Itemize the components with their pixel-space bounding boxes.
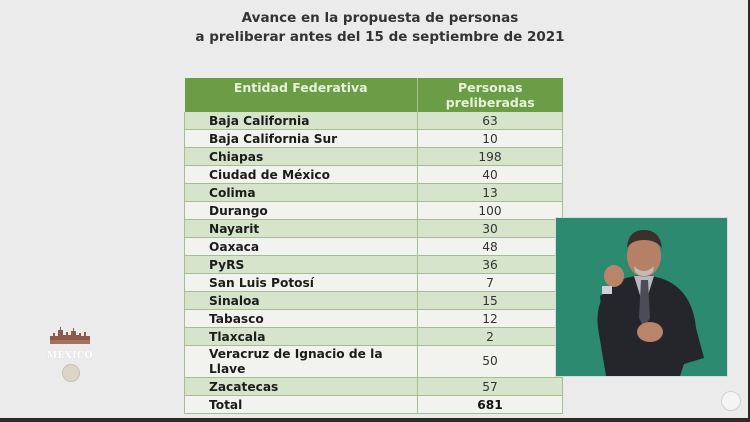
cell-entity: Tabasco <box>184 309 418 328</box>
total-count: 681 <box>417 395 563 414</box>
slide-title-line2: a preliberar antes del 15 de septiembre … <box>195 29 565 45</box>
table-row: Zacatecas 57 <box>184 377 563 396</box>
table-row: PyRS 36 <box>184 255 563 274</box>
broadcast-badge-icon <box>721 391 741 411</box>
cell-entity: Ciudad de México <box>184 165 418 184</box>
total-label: Total <box>184 395 418 414</box>
table-row: Baja California Sur 10 <box>184 129 563 148</box>
cell-entity: Chiapas <box>184 147 418 166</box>
table-row: Baja California 63 <box>184 112 563 130</box>
cell-entity: Oaxaca <box>184 237 418 256</box>
screen-border-right <box>748 0 750 422</box>
cell-entity-line1: Veracruz de Ignacio de la <box>209 346 383 361</box>
table-row: Tlaxcala 2 <box>184 327 563 346</box>
cell-entity: Baja California <box>184 112 418 130</box>
table-row: Sinaloa 15 <box>184 291 563 310</box>
table-row: Chiapas 198 <box>184 147 563 166</box>
table-row: Colima 13 <box>184 183 563 202</box>
screen-border-bottom <box>0 418 750 422</box>
table-row: Veracruz de Ignacio de la Llave 50 <box>184 345 563 378</box>
table-row: Nayarit 30 <box>184 219 563 238</box>
header-count-line2: preliberadas <box>445 95 535 110</box>
cell-entity: Zacatecas <box>184 377 418 396</box>
cell-count: 36 <box>417 255 563 274</box>
preliberation-table: Entidad Federativa Personas preliberadas… <box>184 78 563 414</box>
table-row: Durango 100 <box>184 201 563 220</box>
cell-entity: Veracruz de Ignacio de la Llave <box>184 345 418 378</box>
table-row: Tabasco 12 <box>184 309 563 328</box>
header-count: Personas preliberadas <box>417 78 563 112</box>
logo-text: MÉXICO <box>46 351 94 361</box>
table-header-row: Entidad Federativa Personas preliberadas <box>184 78 563 112</box>
cell-entity: Tlaxcala <box>184 327 418 346</box>
cell-entity: Baja California Sur <box>184 129 418 148</box>
cell-count: 50 <box>417 345 563 378</box>
cell-entity: Sinaloa <box>184 291 418 310</box>
cell-count: 40 <box>417 165 563 184</box>
cell-entity: San Luis Potosí <box>184 273 418 292</box>
cell-count: 57 <box>417 377 563 396</box>
slide-title: Avance en la propuesta de personas a pre… <box>180 9 580 47</box>
cell-count: 13 <box>417 183 563 202</box>
table-total-row: Total 681 <box>184 395 563 414</box>
national-seal-icon <box>62 364 80 382</box>
cell-entity: Durango <box>184 201 418 220</box>
cell-count: 12 <box>417 309 563 328</box>
gobierno-de-mexico-logo: MÉXICO <box>44 322 96 384</box>
cell-count: 48 <box>417 237 563 256</box>
table-row: Ciudad de México 40 <box>184 165 563 184</box>
cell-count: 63 <box>417 112 563 130</box>
cell-count: 7 <box>417 273 563 292</box>
table-row: San Luis Potosí 7 <box>184 273 563 292</box>
slide-title-line1: Avance en la propuesta de personas <box>241 10 519 26</box>
cell-entity: PyRS <box>184 255 418 274</box>
cell-count: 2 <box>417 327 563 346</box>
header-entity: Entidad Federativa <box>184 78 418 112</box>
cell-count: 100 <box>417 201 563 220</box>
cell-entity: Colima <box>184 183 418 202</box>
skyline-icon <box>50 327 90 344</box>
cell-count: 15 <box>417 291 563 310</box>
cell-entity: Nayarit <box>184 219 418 238</box>
header-count-line1: Personas <box>457 80 523 95</box>
cell-count: 30 <box>417 219 563 238</box>
cell-entity-line2: Llave <box>209 361 246 376</box>
table-row: Oaxaca 48 <box>184 237 563 256</box>
cell-count: 198 <box>417 147 563 166</box>
interpreter-figure <box>556 218 727 376</box>
cell-count: 10 <box>417 129 563 148</box>
sign-language-interpreter-video <box>555 217 728 377</box>
